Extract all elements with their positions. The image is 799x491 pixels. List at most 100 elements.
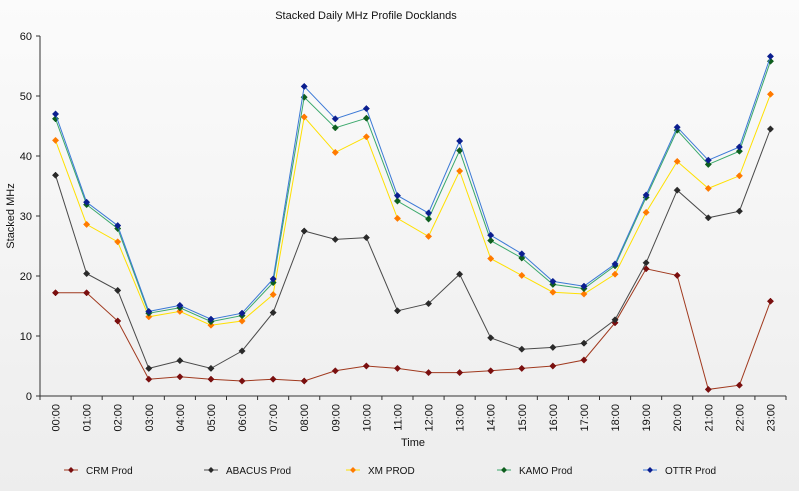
- data-point: [145, 313, 153, 321]
- data-point: [83, 289, 91, 297]
- data-point: [83, 198, 91, 206]
- data-point: [518, 254, 526, 262]
- data-point: [207, 321, 215, 329]
- data-point: [362, 362, 370, 370]
- x-tick-label: 19:00: [641, 404, 653, 432]
- data-point: [207, 364, 215, 372]
- data-point: [393, 192, 402, 200]
- data-point: [269, 375, 277, 383]
- x-tick-label: 14:00: [486, 404, 498, 432]
- data-point: [51, 136, 60, 144]
- series-line-2: [55, 94, 771, 326]
- data-point: [362, 114, 370, 122]
- x-tick-label: 09:00: [330, 404, 342, 432]
- x-tick-label: 02:00: [113, 404, 125, 432]
- x-tick-label: 04:00: [175, 404, 187, 432]
- x-tick-label: 05:00: [206, 404, 218, 432]
- legend-marker: [501, 467, 507, 473]
- data-point: [424, 215, 433, 223]
- data-point: [766, 52, 775, 60]
- y-tick-label: 40: [20, 151, 32, 163]
- data-point: [487, 255, 495, 263]
- data-point: [611, 270, 619, 278]
- series-line-3: [55, 61, 771, 323]
- x-tick-label: 03:00: [144, 404, 156, 432]
- data-point: [393, 197, 402, 205]
- data-point: [176, 301, 184, 309]
- legend-label: KAMO Prod: [519, 466, 572, 477]
- data-point: [704, 156, 712, 164]
- data-point: [456, 137, 464, 145]
- legend-marker: [647, 467, 653, 473]
- data-point: [114, 286, 122, 294]
- x-tick-label: 07:00: [268, 404, 280, 432]
- x-tick-label: 16:00: [548, 404, 560, 432]
- legend-label: XM PROD: [368, 466, 415, 477]
- x-tick-label: 06:00: [237, 404, 249, 432]
- data-point: [766, 90, 775, 98]
- data-point: [331, 235, 339, 243]
- data-point: [580, 282, 588, 290]
- data-point: [580, 356, 588, 364]
- plot-area: 0 10 20 30 40 50 60 00:00 01:00 02:00 03:00 04:00 05…: [20, 31, 787, 432]
- data-point: [145, 375, 153, 383]
- data-point: [145, 364, 153, 372]
- data-point: [766, 57, 775, 65]
- x-tick-label: 18:00: [610, 404, 622, 432]
- data-point: [331, 367, 339, 375]
- legend-label: OTTR Prod: [665, 466, 716, 477]
- data-point: [735, 207, 743, 215]
- y-tick-label: 50: [20, 91, 32, 103]
- x-tick-label: 11:00: [392, 404, 404, 431]
- data-point: [704, 160, 712, 168]
- legend: CRM Prod ABACUS Prod XM PROD KAMO Prod OTTR …: [64, 466, 716, 477]
- x-tick-label: 01:00: [82, 404, 94, 432]
- data-point: [673, 186, 681, 194]
- data-point: [424, 369, 433, 377]
- data-point: [673, 123, 681, 131]
- legend-marker: [350, 467, 356, 473]
- x-axis-title: Time: [401, 437, 425, 449]
- data-point: [114, 317, 122, 325]
- x-tick-label: 17:00: [579, 404, 591, 432]
- series-line-4: [55, 56, 771, 320]
- data-point: [176, 357, 184, 365]
- data-point: [642, 265, 650, 273]
- data-point: [238, 309, 246, 317]
- data-point: [549, 277, 557, 285]
- data-point: [518, 364, 526, 372]
- data-point: [362, 234, 370, 242]
- data-point: [549, 362, 557, 370]
- legend-marker: [68, 467, 74, 473]
- data-point: [145, 307, 153, 315]
- data-point: [611, 260, 619, 268]
- data-point: [518, 250, 526, 258]
- y-tick-label: 10: [20, 331, 32, 343]
- data-point: [269, 291, 277, 299]
- data-point: [456, 369, 464, 377]
- data-point: [114, 238, 122, 246]
- x-tick-label: 08:00: [299, 404, 311, 432]
- data-point: [456, 147, 464, 155]
- data-point: [580, 290, 588, 298]
- data-point: [300, 377, 308, 385]
- x-tick-label: 21:00: [703, 404, 715, 432]
- data-point: [393, 307, 402, 315]
- data-point: [487, 334, 495, 342]
- data-point: [456, 270, 464, 278]
- data-point: [549, 343, 557, 351]
- series-line-1: [55, 128, 771, 369]
- x-tick-label: 20:00: [672, 404, 684, 432]
- y-tick-label: 60: [20, 31, 32, 43]
- x-tick-label: 10:00: [361, 404, 373, 432]
- data-point: [269, 309, 277, 317]
- data-point: [83, 220, 91, 228]
- data-point: [456, 167, 464, 175]
- data-point: [642, 259, 650, 267]
- data-point: [704, 385, 712, 393]
- data-point: [51, 289, 60, 297]
- data-point: [518, 271, 526, 279]
- data-point: [114, 222, 122, 230]
- data-point: [735, 381, 743, 389]
